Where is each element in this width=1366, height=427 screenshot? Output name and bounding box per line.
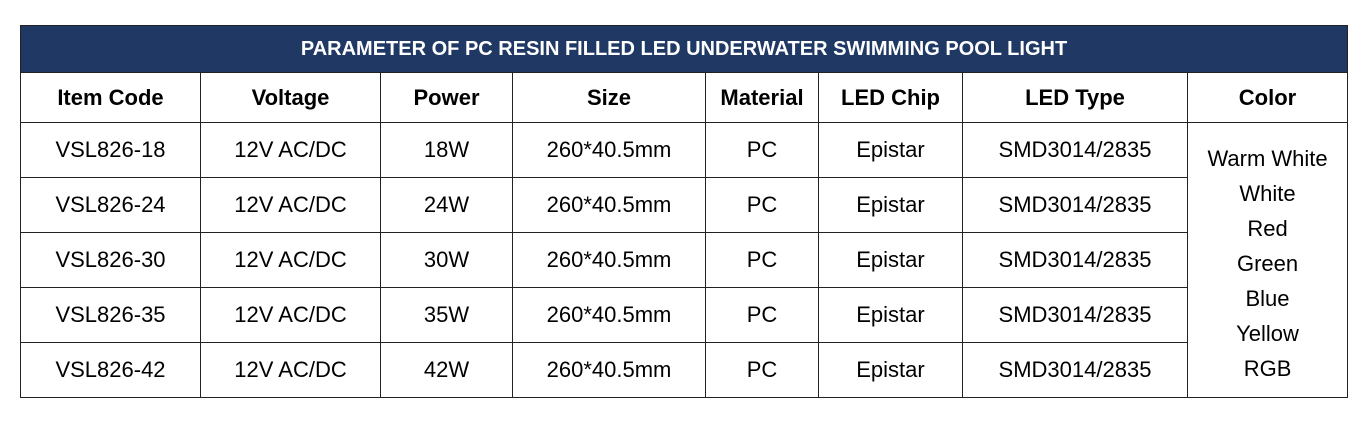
color-option: Blue	[1245, 285, 1290, 311]
data-row: VSL826-30 12V AC/DC 30W 260*40.5mm PC Epistar…	[20, 232, 1348, 288]
cell: 42W	[380, 342, 513, 398]
data-row: VSL826-24 12V AC/DC 24W 260*40.5mm PC Epistar…	[20, 177, 1348, 233]
cell: PC	[705, 342, 819, 398]
cell: Epistar	[818, 342, 963, 398]
cell: PC	[705, 287, 819, 343]
title-row: PARAMETER OF PC RESIN FILLED LED UNDERWA…	[19, 25, 1349, 73]
cell: 12V AC/DC	[200, 342, 381, 398]
column-header: Color	[1186, 72, 1349, 123]
table-title: PARAMETER OF PC RESIN FILLED LED UNDERWA…	[19, 25, 1349, 73]
color-option: Green	[1236, 250, 1299, 276]
cell: 12V AC/DC	[200, 177, 381, 233]
cell: 18W	[380, 122, 513, 178]
color-option: White	[1239, 180, 1296, 206]
cell: 260*40.5mm	[512, 122, 706, 178]
spec-table: PARAMETER OF PC RESIN FILLED LED UNDERWA…	[19, 25, 1349, 398]
table-body: VSL826-18 12V AC/DC 18W 260*40.5mm PC Epistar…	[20, 122, 1349, 398]
cell: VSL826-24	[20, 177, 201, 233]
cell: Epistar	[818, 122, 963, 178]
cell: SMD3014/2835	[962, 122, 1188, 178]
color-option: Yellow	[1236, 320, 1299, 346]
cell: Epistar	[818, 287, 963, 343]
color-option: RGB	[1243, 355, 1292, 381]
column-header: LED Chip	[818, 72, 963, 123]
cell: SMD3014/2835	[962, 177, 1188, 233]
color-option: Warm White	[1207, 145, 1328, 171]
cell: PC	[705, 122, 819, 178]
color-option: Red	[1247, 215, 1288, 241]
cell: SMD3014/2835	[962, 287, 1188, 343]
cell: 12V AC/DC	[200, 232, 381, 288]
column-header: Size	[512, 72, 706, 123]
cell: 24W	[380, 177, 513, 233]
column-header: Power	[380, 72, 513, 123]
cell: 12V AC/DC	[200, 122, 381, 178]
column-header: LED Type	[962, 72, 1188, 123]
cell: VSL826-42	[20, 342, 201, 398]
cell: 260*40.5mm	[512, 287, 706, 343]
data-row: VSL826-35 12V AC/DC 35W 260*40.5mm PC Epistar…	[20, 287, 1348, 343]
data-row: VSL826-18 12V AC/DC 18W 260*40.5mm PC Epistar…	[20, 122, 1349, 398]
cell: PC	[705, 232, 819, 288]
column-header: Material	[705, 72, 819, 123]
cell: VSL826-35	[20, 287, 201, 343]
cell: 30W	[380, 232, 513, 288]
cell: 12V AC/DC	[200, 287, 381, 343]
color-cell: Warm White White Red Green Blue Yellow RGB	[1186, 122, 1349, 398]
header-row: Item Code Voltage Power Size Material LED Chi…	[20, 72, 1349, 123]
cell: PC	[705, 177, 819, 233]
cell: Epistar	[818, 232, 963, 288]
cell: VSL826-30	[20, 232, 201, 288]
cell: SMD3014/2835	[962, 232, 1188, 288]
cell: SMD3014/2835	[962, 342, 1188, 398]
cell: 35W	[380, 287, 513, 343]
data-row: VSL826-42 12V AC/DC 42W 260*40.5mm PC Epistar…	[20, 342, 1348, 398]
cell: 260*40.5mm	[512, 232, 706, 288]
column-header: Voltage	[200, 72, 381, 123]
cell: VSL826-18	[20, 122, 201, 178]
column-header: Item Code	[20, 72, 201, 123]
cell: 260*40.5mm	[512, 342, 706, 398]
cell: Epistar	[818, 177, 963, 233]
cell: 260*40.5mm	[512, 177, 706, 233]
